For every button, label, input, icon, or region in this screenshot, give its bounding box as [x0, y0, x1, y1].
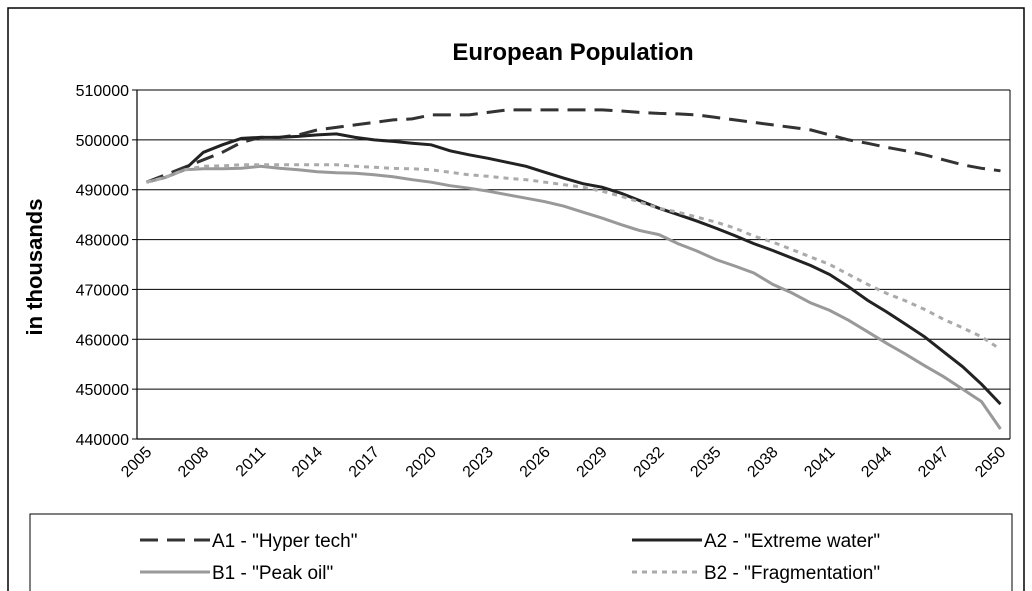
y-tick-label: 480000: [76, 233, 129, 250]
legend-label: A1 - "Hyper tech": [212, 531, 358, 552]
legend-label: B1 - "Peak oil": [212, 563, 333, 584]
legend-label: B2 - "Fragmentation": [704, 563, 880, 584]
series-line: [146, 163, 1002, 351]
y-tick-label: 460000: [76, 332, 129, 349]
y-tick-label: 490000: [76, 183, 129, 200]
series-line: [146, 164, 1002, 430]
y-tick-label: 500000: [76, 133, 129, 150]
y-tick-label: 440000: [76, 432, 129, 449]
y-tick-label: 470000: [76, 282, 129, 299]
y-axis-label: in thousands: [22, 199, 47, 336]
series-line: [146, 132, 1002, 406]
legend-box: [29, 513, 1013, 591]
legend-label: A2 - "Extreme water": [704, 531, 880, 552]
y-tick-label: 510000: [76, 83, 129, 100]
chart-border: [7, 7, 1025, 591]
y-tick-label: 450000: [76, 382, 129, 399]
chart-title: European Population: [452, 39, 693, 66]
